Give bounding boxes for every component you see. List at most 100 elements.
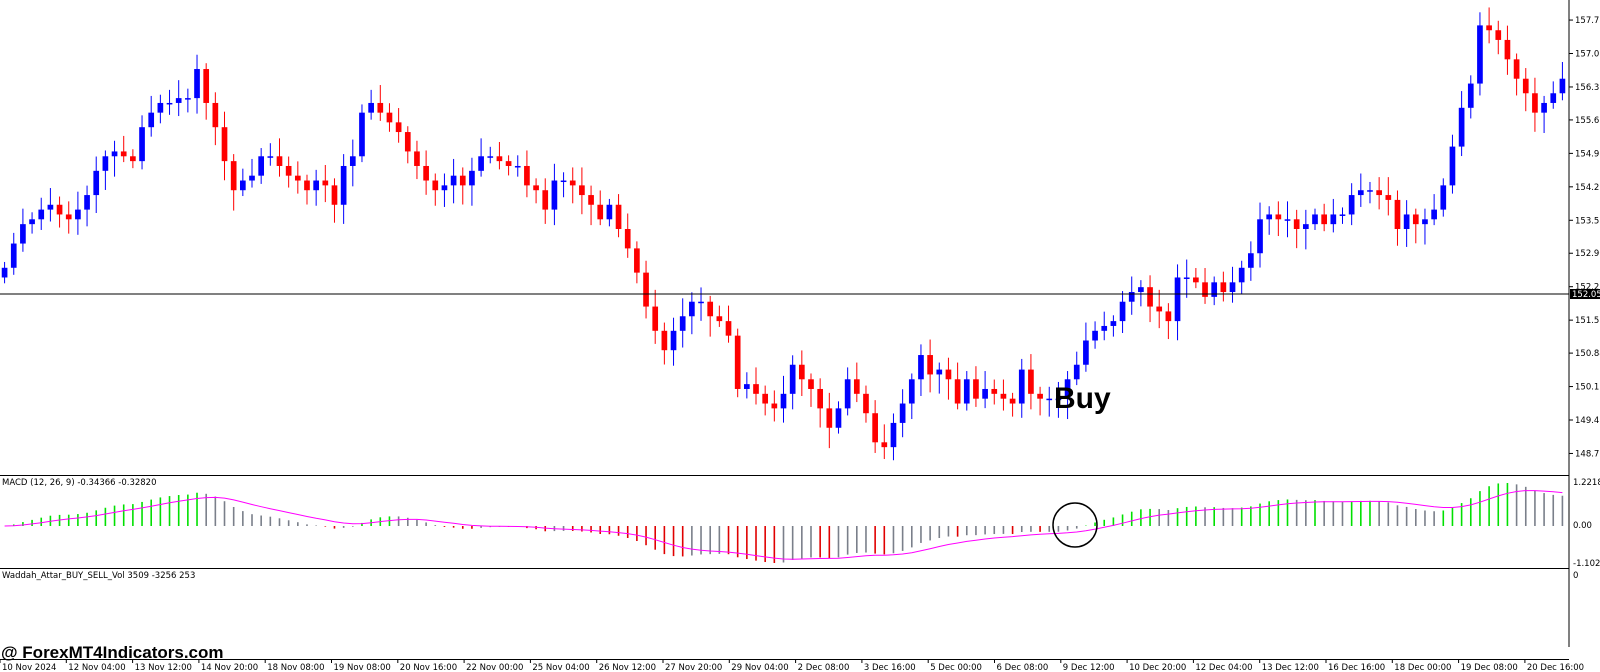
candle [1165,303,1172,340]
candle-body [249,175,255,181]
candle-body [221,127,228,162]
candle [1330,198,1337,233]
candle [1202,268,1208,304]
candle-body [789,364,796,394]
time-tick-label: 3 Dec 16:00 [864,663,916,672]
candle [789,355,796,410]
candle [1559,61,1566,101]
candle [689,292,695,335]
candle [1367,181,1373,204]
time-tick-label: 18 Dec 00:00 [1394,663,1451,672]
candle [1357,173,1364,207]
candle [918,344,924,397]
candle-body [798,364,805,380]
candle [175,80,182,117]
candle [597,190,604,226]
candle-body [1119,301,1126,322]
candle-body [56,204,63,215]
candle-body [230,161,237,191]
candle-body [1504,39,1511,60]
buy-signal-circle [1052,502,1098,548]
time-tick-label: 13 Dec 12:00 [1262,663,1319,672]
candle [890,413,897,461]
candle [652,289,659,344]
candle-body [908,379,915,404]
candle-body [1202,282,1208,297]
time-tick-label: 27 Nov 20:00 [665,663,722,672]
candle-body [139,127,145,162]
candle-body [670,330,677,351]
candle [359,104,365,163]
candle [148,95,155,137]
candle-body [1064,379,1071,399]
candle [1532,77,1538,132]
candle [194,54,200,114]
candle-body [29,219,35,225]
candle-body [1412,214,1419,225]
candle-body [487,156,494,158]
candle-body [38,209,45,220]
candle [84,185,90,227]
time-axis: 10 Nov 2024 12 Nov 04:00 13 Nov 12:00 14 No… [0,659,1584,672]
candle-body [918,355,924,380]
candle-body [744,384,750,389]
candle [1055,381,1062,418]
candle [817,378,823,428]
candle [47,188,54,222]
candle-body [93,170,100,196]
candle-body [982,388,988,399]
candle-body [349,156,356,166]
candle-body [734,335,741,389]
candle [1293,209,1300,249]
candle [542,178,549,224]
candle-body [1183,277,1190,279]
candle [75,191,81,235]
time-tick-label: 10 Nov 2024 [2,663,56,672]
candle-body [1073,364,1080,380]
candle [1477,12,1483,96]
candle-body [111,151,118,157]
candle-body [936,369,943,375]
candle-body [276,156,283,166]
candle [459,167,466,205]
candle [853,362,860,403]
candle [1385,177,1392,216]
candle-body [945,369,952,380]
candle [221,111,228,181]
candle [1046,386,1053,417]
candle-body [524,165,530,186]
candle-body [1128,292,1135,302]
candle-body [1541,102,1547,113]
candle-body [689,301,695,317]
candle-body [120,151,127,157]
candle-body [1532,93,1538,113]
candle [1431,194,1437,226]
candle-body [239,180,246,191]
candle-body [1193,277,1199,283]
time-tick-label: 2 Dec 08:00 [798,663,850,672]
price-tick-label: 151.520 [1575,316,1600,326]
candle [991,379,998,405]
candle-body [652,306,659,331]
candle [20,208,26,252]
candle [771,390,778,422]
candle-body [1440,185,1447,210]
candle [1458,91,1465,157]
candle [1275,201,1282,237]
candle-body [1028,369,1034,394]
candle-body [1101,325,1108,331]
candle-body [1284,219,1291,221]
candle [963,371,970,411]
candle [1220,271,1227,302]
candle-body [1147,287,1153,307]
macd-tick-label: 1.22182 [1573,478,1600,488]
candle-body [808,379,814,389]
candle [1467,75,1474,119]
candle [1550,81,1557,109]
candle-body [331,185,338,205]
candle [1422,208,1428,245]
time-tick-label: 12 Nov 04:00 [68,663,125,672]
candle [423,150,429,195]
candle [753,367,759,405]
candle-body [826,408,833,428]
